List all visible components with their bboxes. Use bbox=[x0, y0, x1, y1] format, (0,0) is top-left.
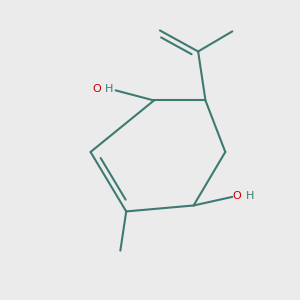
Text: O: O bbox=[232, 191, 241, 201]
Text: H: H bbox=[246, 191, 254, 201]
Text: O: O bbox=[92, 84, 101, 94]
Text: H: H bbox=[105, 84, 114, 94]
